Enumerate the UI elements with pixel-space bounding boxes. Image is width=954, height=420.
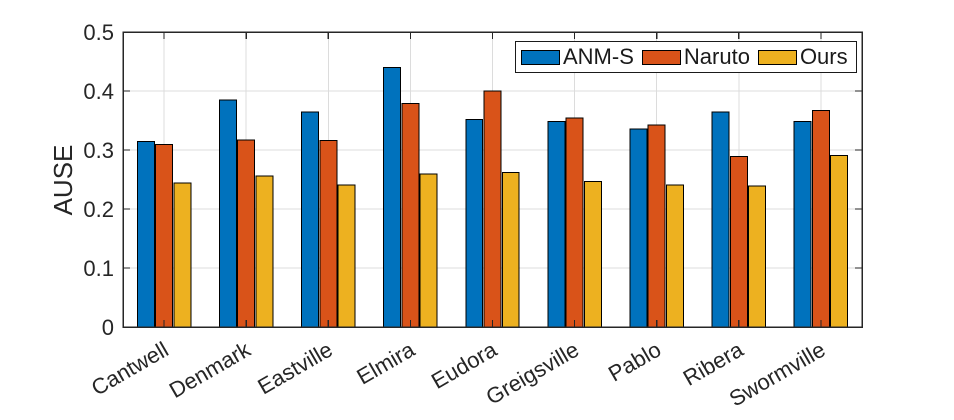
bar-naruto-cantwell: [155, 144, 174, 328]
legend-label-anm-s: ANM-S: [563, 44, 634, 69]
bar-anm-s-eastville: [301, 111, 320, 328]
y-axis-label: AUSE: [48, 144, 78, 216]
x-tick-label-greigsville: Greigsville: [482, 337, 583, 410]
bar-naruto-ribera: [729, 155, 748, 328]
x-tick-label-denmark: Denmark: [165, 336, 256, 403]
bar-ours-denmark: [255, 175, 274, 328]
bar-anm-s-ribera: [711, 111, 730, 328]
y-tick-label-0.4: 0.4: [83, 79, 114, 104]
bar-naruto-denmark: [237, 139, 256, 328]
bar-ours-eudora: [501, 171, 520, 328]
bar-naruto-eudora: [483, 90, 502, 328]
y-tick-label-0: 0: [102, 315, 114, 340]
bar-ours-eastville: [337, 184, 356, 328]
bar-naruto-greigsville: [565, 117, 584, 328]
legend-item-ours: Ours: [757, 44, 856, 69]
x-tick-label-elmira: Elmira: [352, 336, 419, 389]
bar-anm-s-greigsville: [547, 121, 566, 328]
bar-naruto-pablo: [647, 124, 666, 328]
y-tick-label-0.2: 0.2: [83, 197, 114, 222]
y-tick-label-0.1: 0.1: [83, 256, 114, 281]
bar-anm-s-swormville: [793, 121, 812, 328]
legend-swatch-ours: [757, 49, 797, 65]
bar-naruto-elmira: [401, 102, 420, 328]
bar-naruto-swormville: [811, 109, 830, 328]
legend-item-anm-s: ANM-S: [521, 46, 642, 68]
legend-label-ours: Ours: [799, 44, 848, 69]
bar-anm-s-denmark: [218, 99, 237, 328]
bar-anm-s-eudora: [465, 118, 484, 328]
y-tick-label-0.3: 0.3: [83, 138, 114, 163]
legend-label-naruto: Naruto: [683, 44, 750, 69]
bar-ours-elmira: [419, 173, 438, 328]
bar-ours-greigsville: [583, 180, 602, 328]
legend: ANM-S Naruto Ours: [515, 41, 857, 73]
legend-item-naruto: Naruto: [641, 44, 758, 69]
x-tick-label-pablo: Pablo: [604, 337, 665, 387]
x-tick-label-eastville: Eastville: [253, 337, 336, 400]
bar-ours-cantwell: [173, 182, 192, 328]
legend-swatch-anm-s: [521, 49, 560, 65]
x-tick-label-cantwell: Cantwell: [87, 337, 173, 401]
bar-ours-pablo: [665, 184, 684, 328]
bar-ours-ribera: [748, 185, 767, 328]
bar-naruto-eastville: [319, 140, 338, 328]
bar-anm-s-elmira: [383, 66, 402, 328]
y-tick-label-0.5: 0.5: [83, 20, 114, 45]
bar-ours-swormville: [830, 154, 849, 328]
bar-anm-s-pablo: [629, 128, 648, 328]
bar-anm-s-cantwell: [136, 141, 155, 328]
legend-swatch-naruto: [641, 49, 681, 65]
